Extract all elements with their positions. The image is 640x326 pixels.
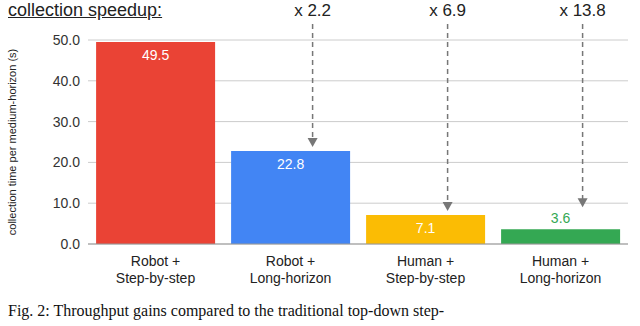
svg-text:20.0: 20.0 [53, 154, 80, 170]
svg-text:Robot +Long-horizon: Robot +Long-horizon [250, 253, 332, 286]
svg-text:x 13.8: x 13.8 [559, 1, 605, 20]
svg-text:3.6: 3.6 [551, 210, 571, 226]
html-text:collection speedup:: collection speedup: [8, 0, 163, 20]
svg-text:7.1: 7.1 [416, 220, 436, 236]
svg-text:Robot +Step-by-step: Robot +Step-by-step [116, 253, 196, 286]
svg-text:40.0: 40.0 [53, 73, 80, 89]
svg-text:x 2.2: x 2.2 [294, 1, 331, 20]
svg-text:collection time per medium-hor: collection time per medium-horizon (s) [6, 49, 18, 235]
svg-text:Human +Step-by-step: Human +Step-by-step [386, 253, 466, 286]
svg-text:0.0: 0.0 [61, 236, 81, 252]
svg-text:Human +Long-horizon: Human +Long-horizon [520, 253, 602, 286]
svg-text:10.0: 10.0 [53, 195, 80, 211]
html-text:Fig. 2: Throughput gains compa: Fig. 2: Throughput gains compared to the… [8, 302, 445, 319]
svg-text:50.0: 50.0 [53, 32, 80, 48]
svg-text:30.0: 30.0 [53, 114, 80, 130]
svg-text:22.8: 22.8 [277, 156, 304, 172]
svg-text:x 6.9: x 6.9 [429, 1, 466, 20]
svg-text:49.5: 49.5 [142, 47, 169, 63]
